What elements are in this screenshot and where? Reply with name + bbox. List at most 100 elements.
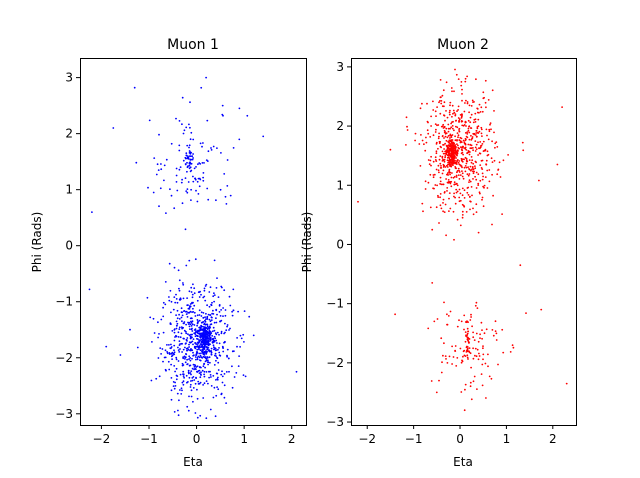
muon1-point (220, 330, 223, 333)
muon1-point (194, 356, 197, 358)
muon1-point (215, 349, 218, 351)
muon1-point (186, 144, 189, 147)
muon2-point (453, 238, 455, 241)
muon1-point (196, 358, 199, 361)
muon1-point (205, 327, 208, 329)
muon1-point (206, 333, 209, 336)
muon1-point (210, 351, 213, 354)
muon1-point (206, 323, 209, 326)
muon1-point (172, 385, 175, 387)
muon1-point (178, 399, 180, 402)
muon1-point (198, 319, 201, 322)
muon1-point (191, 330, 194, 332)
muon1-point (189, 158, 192, 161)
muon1-point (187, 348, 190, 351)
muon1-point (189, 323, 192, 326)
muon2-point (442, 210, 444, 213)
muon1-point (185, 330, 187, 333)
muon1-point (190, 199, 192, 202)
muon2-point (446, 313, 448, 316)
muon1-point (201, 328, 204, 331)
muon2-point (484, 362, 487, 365)
muon1-point (232, 350, 234, 353)
muon2-point (485, 328, 488, 331)
muon2-point (451, 172, 453, 174)
muon2-point (461, 113, 463, 116)
muon1-point (214, 337, 217, 340)
muon2-point (525, 312, 527, 314)
muon2-point (487, 365, 489, 368)
muon2-point (455, 176, 458, 178)
muon2-point (495, 141, 498, 144)
muon1-point (186, 381, 188, 384)
muon1-point (203, 373, 206, 376)
muon2-point (456, 152, 459, 155)
muon2-point (476, 388, 478, 390)
muon1-point (175, 167, 178, 170)
muon2-point (466, 152, 468, 155)
muon1-ytick-label: 3 (65, 71, 73, 85)
muon2-point (470, 366, 472, 369)
muon1-point (195, 343, 198, 345)
muon1-point (173, 387, 176, 390)
muon2-point (475, 211, 478, 214)
muon1-point (189, 337, 192, 340)
muon2-point (445, 127, 448, 130)
muon2-point (457, 117, 460, 119)
muon1-point (216, 147, 218, 150)
muon1-point (190, 373, 192, 376)
muon1-point (182, 322, 185, 325)
muon2-point (478, 130, 481, 133)
muon2-point (461, 124, 464, 127)
muon2-point (479, 141, 482, 143)
muon1-point (181, 351, 184, 353)
muon2-point (457, 134, 460, 137)
muon2-point (435, 206, 438, 209)
muon1-point (181, 178, 184, 181)
muon1-point (187, 323, 190, 325)
muon1-point (191, 336, 193, 339)
muon1-point (196, 319, 199, 321)
muon2-point (447, 146, 449, 148)
muon2-point (511, 344, 514, 347)
muon2-point (474, 121, 477, 123)
muon1-point (197, 177, 200, 180)
muon1-point (149, 316, 152, 319)
muon2-point (433, 173, 436, 176)
muon1-point (188, 346, 191, 348)
muon2-point (449, 171, 452, 174)
muon2-point (442, 152, 445, 155)
muon2-point (450, 162, 452, 164)
muon1-point (203, 339, 206, 341)
muon2-point (489, 123, 491, 126)
muon1-point (182, 356, 185, 359)
muon1-point (183, 129, 186, 132)
muon2-point (435, 391, 438, 394)
muon1-point (189, 138, 192, 141)
muon2-point (507, 154, 509, 156)
muon1-point (192, 354, 195, 357)
muon1-point (184, 228, 187, 231)
muon1-point (182, 380, 185, 383)
muon1-point (236, 345, 238, 348)
muon1-point (182, 337, 185, 340)
muon1-point (186, 405, 189, 408)
muon2-point (486, 187, 489, 189)
muon2-point (480, 159, 483, 162)
muon1-point (178, 144, 181, 147)
muon2-point (462, 177, 465, 180)
muon1-point (196, 352, 198, 355)
muon2-point (438, 142, 441, 145)
muon1-point (189, 383, 192, 386)
muon1-point (177, 414, 180, 417)
muon2-point (470, 105, 473, 107)
muon1-point (182, 373, 184, 376)
muon1-point (210, 332, 213, 335)
muon2-point (451, 90, 453, 93)
muon1-point (188, 308, 191, 310)
muon1-point (185, 332, 188, 335)
muon2-point (474, 165, 476, 168)
muon2-point (474, 175, 476, 178)
muon2-point (476, 127, 479, 130)
muon2-point (481, 329, 483, 331)
